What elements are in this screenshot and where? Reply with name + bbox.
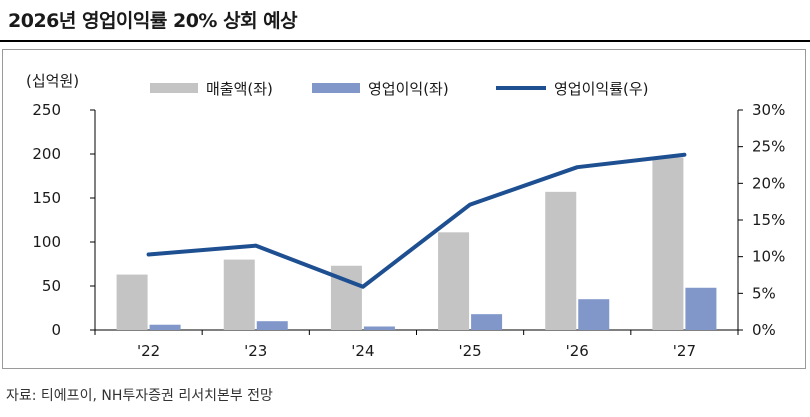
x-tick-label: '27	[673, 342, 696, 360]
legend-label-sales: 매출액(좌)	[206, 79, 273, 98]
title-divider	[0, 40, 810, 42]
bar-op-profit	[149, 324, 181, 330]
legend-swatch-sales	[150, 83, 198, 93]
point-op-margin	[468, 203, 472, 207]
y-right-tick-label: 25%	[752, 138, 785, 156]
legend-swatch-op-profit	[312, 83, 360, 93]
legend-item-op-profit: 영업이익(좌)	[312, 78, 449, 98]
x-tick-label: '22	[137, 342, 160, 360]
source-note: 자료: 티에프이, NH투자증권 리서치본부 전망	[6, 388, 273, 404]
chart-frame	[2, 49, 806, 369]
y-left-tick-label: 150	[32, 189, 61, 207]
x-tick-label: '26	[566, 342, 589, 360]
bar-sales	[438, 232, 470, 330]
y-right-tick-label: 10%	[752, 248, 785, 266]
y-right-tick-label: 30%	[752, 101, 785, 119]
x-tick-label: '25	[458, 342, 481, 360]
legend-label-op-profit: 영업이익(좌)	[368, 79, 449, 98]
point-op-margin	[575, 165, 579, 169]
legend-item-sales: 매출액(좌)	[150, 78, 273, 98]
point-op-margin	[361, 285, 365, 289]
legend-item-margin: 영업이익률(우)	[496, 78, 649, 98]
y-right-tick-label: 15%	[752, 211, 785, 229]
legend-label-margin: 영업이익률(우)	[554, 79, 649, 98]
y-right-tick-label: 5%	[752, 284, 776, 302]
bar-sales	[116, 274, 148, 330]
bar-op-profit	[685, 287, 717, 330]
y-right-tick-label: 20%	[752, 174, 785, 192]
bar-op-profit	[256, 321, 288, 330]
y-left-tick-label: 0	[51, 321, 61, 339]
chart-title: 2026년 영업이익률 20% 상회 예상	[8, 10, 298, 32]
y-left-tick-label: 250	[32, 101, 61, 119]
point-op-margin	[682, 153, 686, 157]
bar-sales	[545, 191, 577, 330]
y-axis-unit-label: (십억원)	[26, 72, 80, 90]
y-left-tick-label: 100	[32, 233, 61, 251]
legend-swatch-margin	[496, 86, 546, 90]
bar-op-profit	[578, 299, 610, 330]
x-tick-label: '24	[351, 342, 374, 360]
y-left-tick-label: 50	[42, 277, 61, 295]
bar-sales	[652, 157, 684, 330]
y-left-tick-label: 200	[32, 145, 61, 163]
line-op-margin	[146, 152, 687, 289]
bar-op-profit	[471, 314, 503, 330]
x-tick-label: '23	[244, 342, 267, 360]
bar-op-profit	[363, 326, 395, 330]
bar-sales	[223, 259, 255, 330]
point-op-margin	[147, 252, 151, 256]
point-op-margin	[254, 244, 258, 248]
y-right-tick-label: 0%	[752, 321, 776, 339]
